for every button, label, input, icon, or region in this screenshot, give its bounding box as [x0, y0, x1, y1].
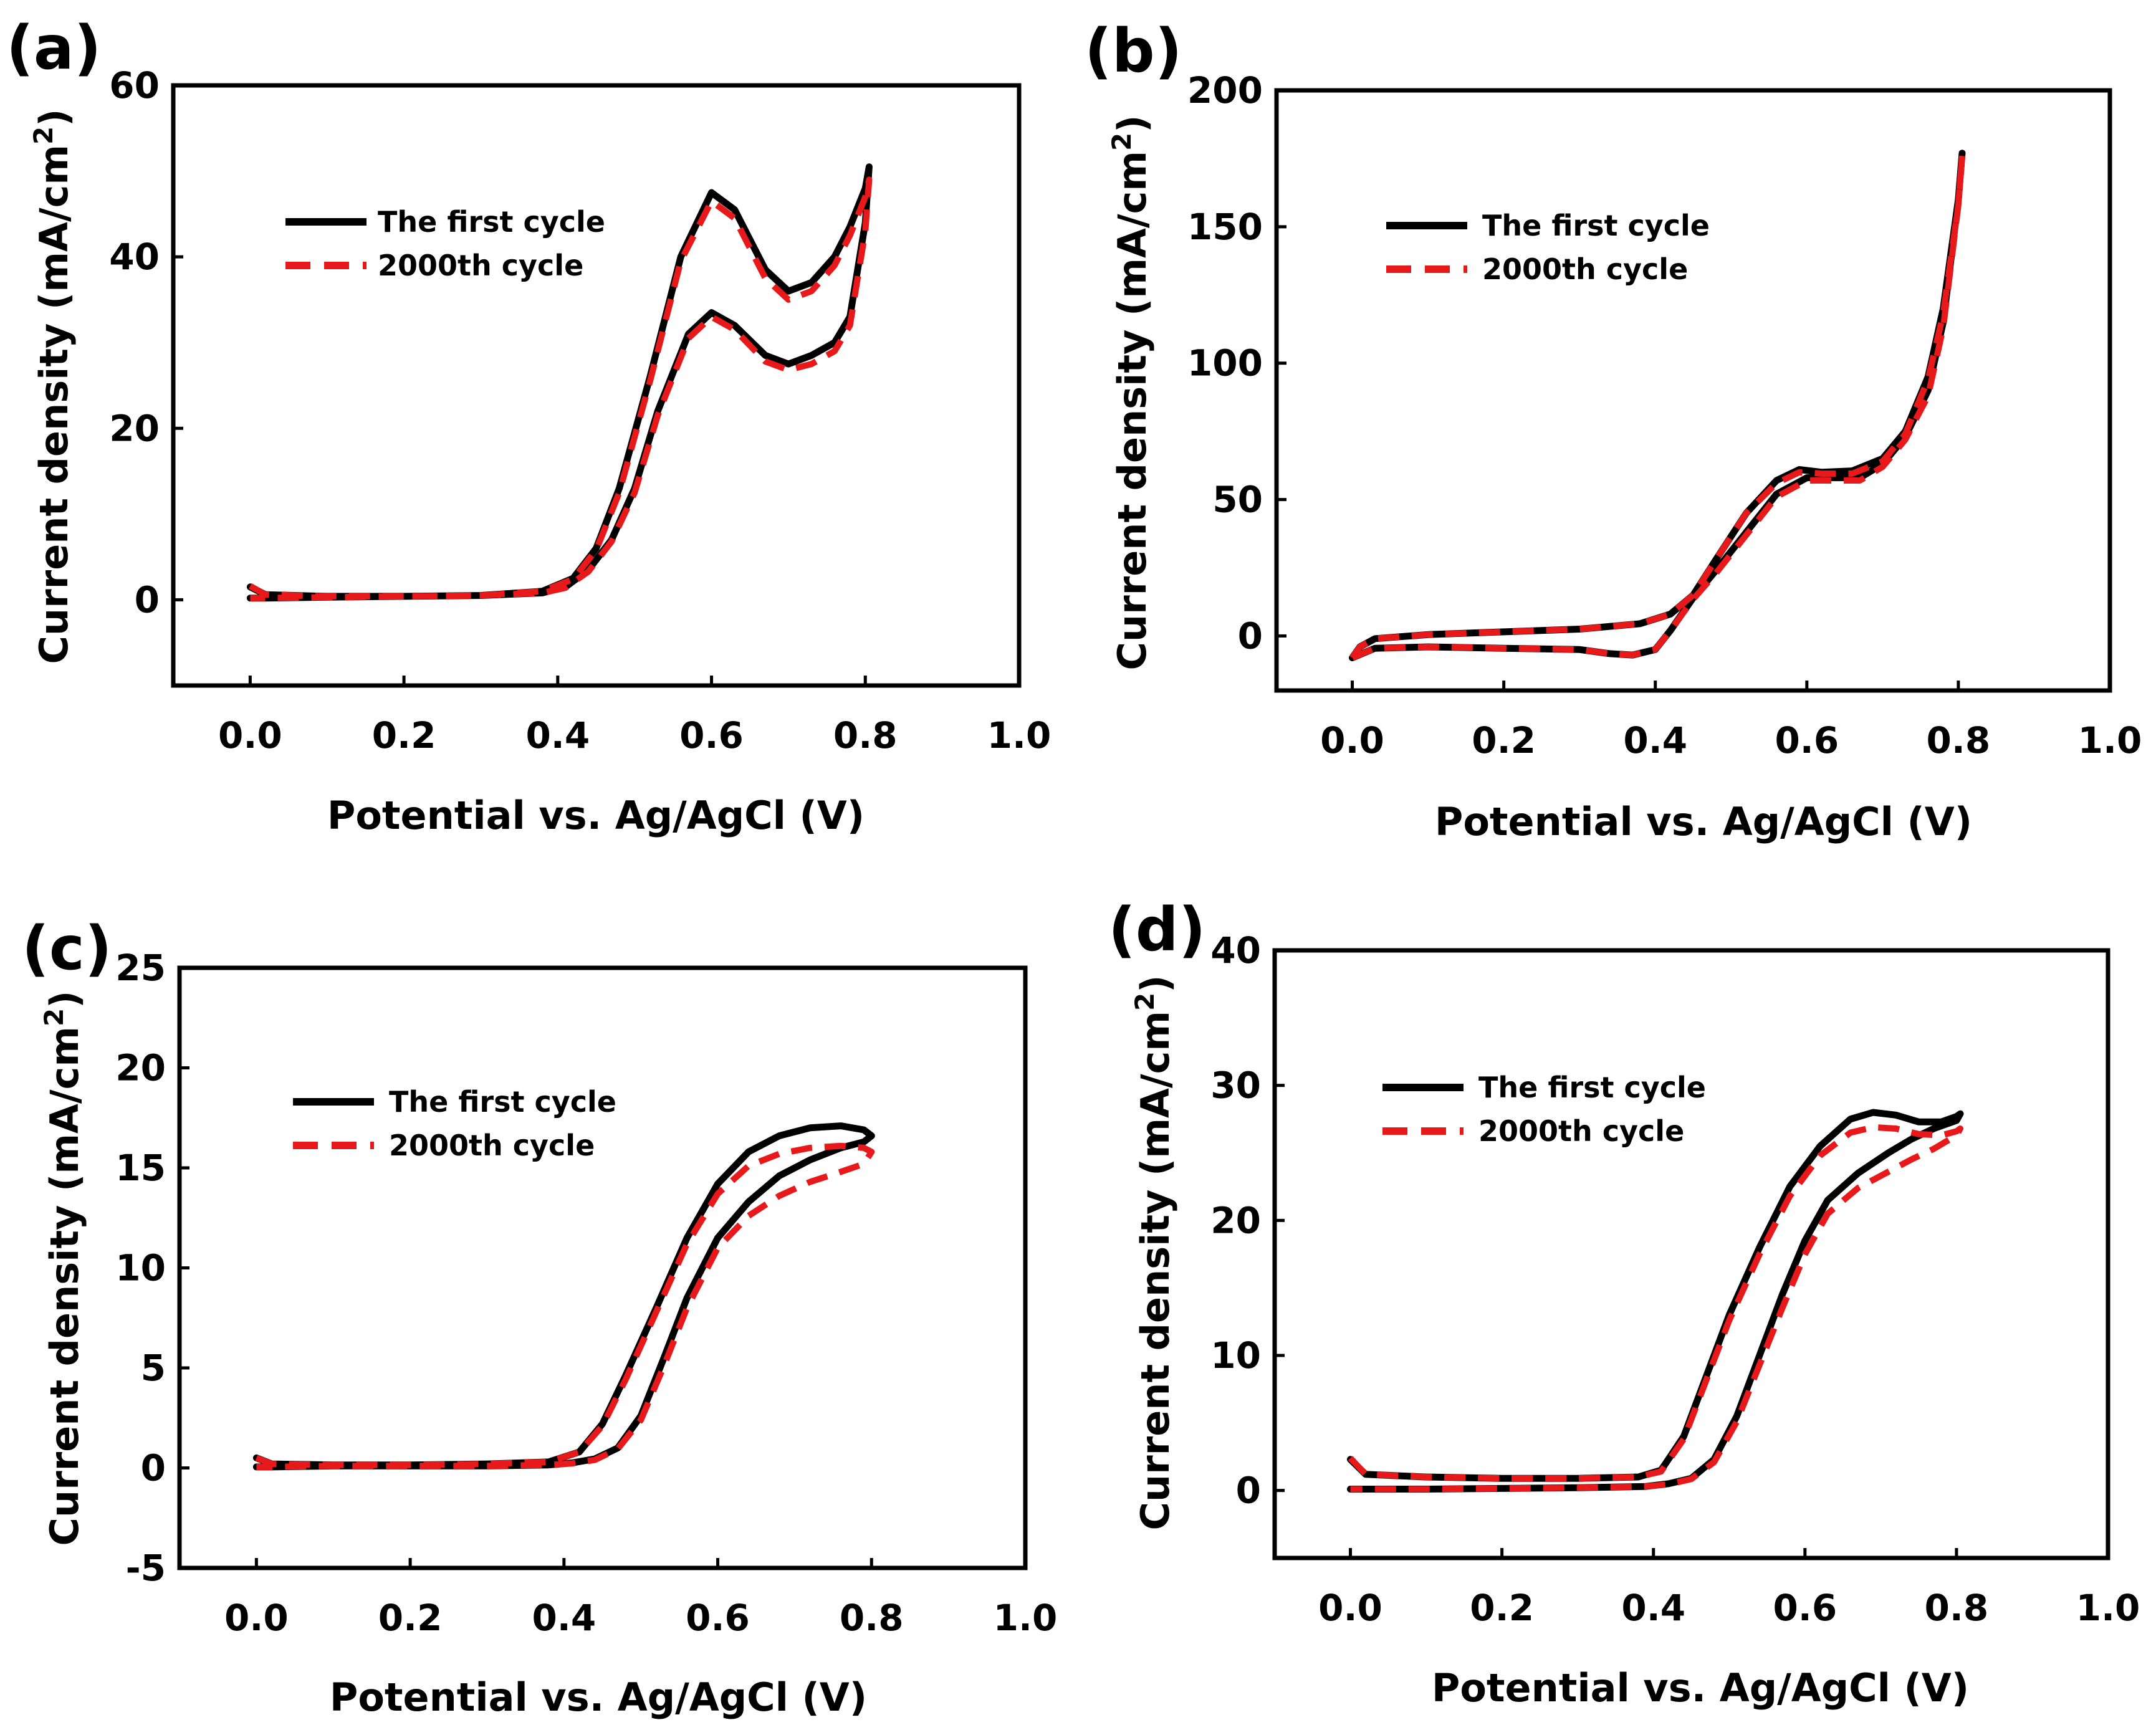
x-tick-label: 0.4: [525, 714, 590, 757]
y-tick-label: 40: [109, 236, 160, 278]
series-line-first-cycle: [1347, 1109, 1964, 1493]
x-tick-label: 0.6: [1773, 1587, 1837, 1629]
x-tick-label: 0.6: [686, 1597, 750, 1639]
legend-label-2000th-cycle: 2000th cycle: [378, 249, 583, 282]
y-axis-title-main: Current density (mA/cm: [31, 145, 77, 664]
x-tick-label: 0.0: [218, 714, 282, 757]
x-axis-title: Potential vs. Ag/AgCl (V): [1432, 1665, 1969, 1711]
panel-c: (c) 0.0 0.2 0.4 0.6 0.8 1.0 -5 0 5 10 15 20 25 Poten…: [22, 914, 1057, 1720]
panel-d: (d) 0.0 0.2 0.4 0.6 0.8 1.0 0 10 20 30 40 Potentia…: [1108, 895, 2140, 1711]
y-tick-label: 25: [115, 947, 166, 989]
y-axis-title-main: Current density (mA/cm: [42, 1026, 87, 1546]
legend-label-first-cycle: The first cycle: [389, 1085, 616, 1119]
legend-label-first-cycle: The first cycle: [1482, 209, 1710, 242]
y-tick-label: 15: [115, 1147, 166, 1189]
y-tick-label: 40: [1210, 929, 1261, 972]
x-tick-label: 0.4: [1621, 1587, 1685, 1629]
x-tick-label: 0.0: [224, 1597, 289, 1639]
x-tick-label: 0.4: [532, 1597, 596, 1639]
y-tick-label: -5: [126, 1547, 166, 1589]
plot-frame: [1274, 88, 2112, 693]
x-tick-label: 1.0: [2076, 1587, 2140, 1629]
panel-label: (c): [22, 914, 112, 983]
x-axis-title: Potential vs. Ag/AgCl (V): [327, 793, 865, 838]
legend-label-first-cycle: The first cycle: [1478, 1071, 1706, 1104]
x-tick-label: 0.8: [1927, 719, 1991, 762]
panel-label: (d): [1108, 895, 1205, 965]
panel-label: (a): [6, 13, 102, 83]
series-line-2000th-cycle: [248, 176, 873, 601]
y-tick-label: 20: [109, 407, 160, 449]
x-tick-label: 0.0: [1320, 719, 1384, 762]
panel-a: (a) 0.0 0.2 0.4 0.6 0.8 1.0 0 20 40 60 Potential …: [6, 13, 1051, 838]
y-tick-label: 30: [1210, 1064, 1261, 1107]
x-tick-label: 0.2: [1472, 719, 1536, 762]
x-tick-label: 0.0: [1318, 1587, 1382, 1629]
y-tick-label: 0: [1238, 614, 1263, 657]
x-tick-label: 0.8: [1925, 1587, 1989, 1629]
series-line-2000th-cycle: [1348, 1124, 1963, 1493]
legend-label-first-cycle: The first cycle: [378, 205, 605, 239]
y-tick-label: 0: [135, 578, 160, 621]
x-tick-label: 0.4: [1623, 719, 1687, 762]
y-axis-title-end: ): [1109, 115, 1155, 132]
x-tick-label: 0.8: [833, 714, 898, 757]
y-tick-label: 20: [1210, 1199, 1261, 1241]
plot-frame: [1272, 948, 2110, 1560]
x-tick-label: 0.8: [840, 1597, 904, 1639]
x-tick-label: 1.0: [994, 1597, 1058, 1639]
legend-label-2000th-cycle: 2000th cycle: [389, 1129, 595, 1162]
series-line-2000th-cycle: [255, 1142, 875, 1470]
panel-b: (b) 0.0 0.2 0.4 0.6 0.8 1.0 0 50 100 150 200 Poten…: [1085, 16, 2142, 844]
y-axis-title-sup: 2: [1129, 993, 1160, 1011]
y-axis-title-main: Current density (mA/cm: [1133, 1011, 1178, 1531]
y-axis-title-main: Current density (mA/cm: [1109, 151, 1155, 671]
y-tick-label: 10: [115, 1247, 166, 1289]
x-tick-label: 1.0: [987, 714, 1052, 757]
plot-frame: [177, 965, 1028, 1570]
y-tick-label: 20: [115, 1047, 166, 1089]
legend: The first cycle 2000th cycle: [293, 1085, 616, 1162]
legend-label-2000th-cycle: 2000th cycle: [1478, 1114, 1684, 1148]
y-tick-label: 150: [1187, 206, 1263, 248]
y-axis-title: Current density (mA/cm2): [1106, 115, 1155, 670]
y-axis-title-end: ): [1133, 975, 1178, 992]
y-axis-title: Current density (mA/cm2): [39, 990, 87, 1546]
y-axis-title: Current density (mA/cm2): [1129, 975, 1178, 1530]
y-tick-label: 5: [141, 1347, 166, 1389]
y-axis-title-end: ): [31, 108, 77, 126]
y-axis-title-sup: 2: [28, 127, 59, 145]
y-tick-label: 10: [1210, 1334, 1261, 1377]
y-tick-label: 0: [1236, 1469, 1261, 1512]
series-line-first-cycle: [252, 1122, 875, 1471]
plot-frame: [171, 83, 1022, 688]
y-axis-title-end: ): [42, 990, 87, 1008]
series-line-2000th-cycle: [1349, 153, 1965, 661]
legend: The first cycle 2000th cycle: [285, 205, 605, 282]
y-axis-title-sup: 2: [1106, 133, 1137, 151]
x-axis-title: Potential vs. Ag/AgCl (V): [330, 1675, 867, 1720]
x-tick-label: 1.0: [2078, 719, 2142, 762]
y-tick-label: 100: [1187, 342, 1263, 385]
y-axis-title-sup: 2: [39, 1008, 69, 1026]
x-tick-label: 0.2: [372, 714, 436, 757]
y-axis-title: Current density (mA/cm2): [28, 108, 77, 664]
x-tick-label: 0.2: [378, 1597, 443, 1639]
x-tick-label: 0.6: [679, 714, 744, 757]
x-tick-label: 0.6: [1775, 719, 1839, 762]
y-tick-label: 0: [141, 1447, 166, 1489]
y-tick-label: 50: [1212, 479, 1263, 521]
panel-label: (b): [1085, 16, 1182, 86]
y-tick-label: 200: [1187, 69, 1263, 112]
legend: The first cycle 2000th cycle: [1386, 209, 1710, 286]
legend-label-2000th-cycle: 2000th cycle: [1482, 252, 1688, 286]
legend: The first cycle 2000th cycle: [1382, 1071, 1706, 1148]
x-tick-label: 0.2: [1470, 1587, 1534, 1629]
x-axis-title: Potential vs. Ag/AgCl (V): [1435, 799, 1972, 844]
y-tick-label: 60: [109, 64, 160, 107]
